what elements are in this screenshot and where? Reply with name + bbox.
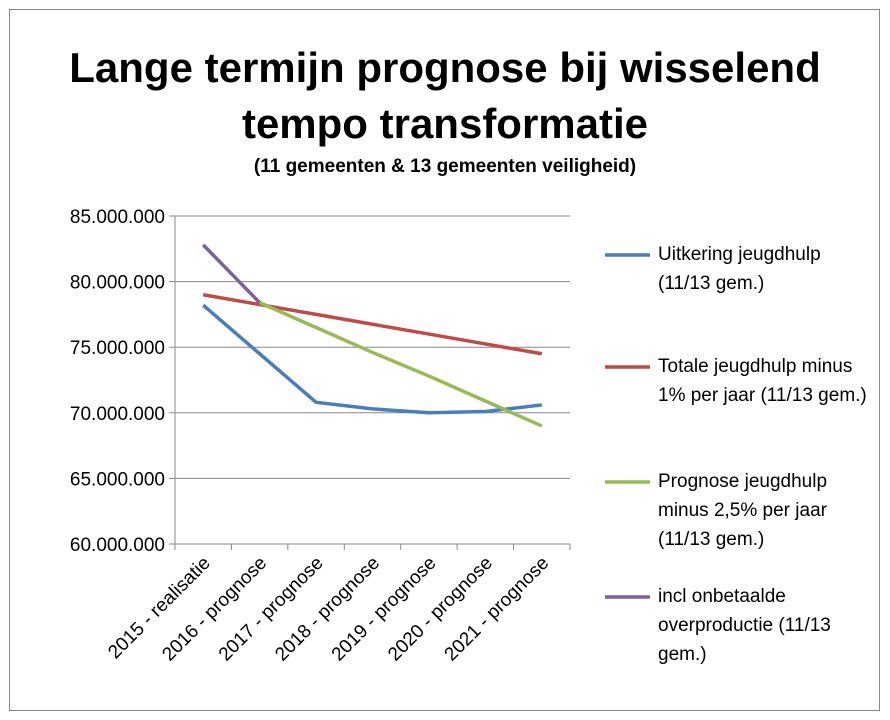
x-tick-label: 2015 - realisatie <box>104 553 214 663</box>
series-line <box>258 300 543 428</box>
x-tick-label: 2016 - prognose <box>158 553 271 666</box>
y-tick-label: 80.000.000 <box>70 273 165 294</box>
legend-label: Totale jeugdhulp minus 1% per jaar (11/1… <box>658 356 867 406</box>
y-tick-label: 75.000.000 <box>70 338 165 359</box>
chart-title: Lange termijn prognose bij wisselend tem… <box>69 44 821 147</box>
legend-label: Prognose jeugdhulp minus 2,5% per jaar (… <box>658 471 828 550</box>
series-line <box>202 303 542 415</box>
x-tick-label: 2020 - prognose <box>384 553 497 666</box>
x-tick-label: 2019 - prognose <box>328 553 441 666</box>
chart-subtitle: (11 gemeenten & 13 gemeenten veiligheid) <box>253 156 637 177</box>
series-line <box>202 292 543 356</box>
y-tick-label: 65.000.000 <box>70 469 165 490</box>
chart-border <box>9 9 880 711</box>
y-tick-label: 60.000.000 <box>70 535 165 556</box>
x-tick-label: 2021 - prognose <box>441 553 554 666</box>
y-tick-label: 85.000.000 <box>70 207 165 228</box>
x-tick-label: 2017 - prognose <box>215 553 328 666</box>
y-tick-label: 70.000.000 <box>70 404 165 425</box>
series-line <box>201 243 261 304</box>
legend-label: incl onbetaalde overproductie (11/13 gem… <box>658 586 831 665</box>
x-tick-label: 2018 - prognose <box>271 553 384 666</box>
legend-label: Uitkering jeugdhulp (11/13 gem.) <box>658 244 821 294</box>
